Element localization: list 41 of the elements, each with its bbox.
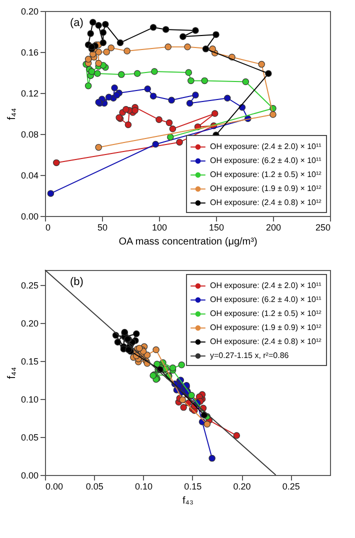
x-tick-label: 200 xyxy=(266,222,282,232)
y-tick-label: 0.25 xyxy=(20,280,38,291)
legend-label: OH exposure: (6.2 ± 4.0) × 10¹¹ xyxy=(210,295,322,304)
x-tick-label: 150 xyxy=(208,222,224,232)
y-tick-label: 0.20 xyxy=(20,318,38,329)
legend-label: OH exposure: (1.9 ± 0.9) × 10¹² xyxy=(210,184,322,193)
x-tick-label: 0.20 xyxy=(233,482,251,492)
legend-label: OH exposure: (2.4 ± 0.8) × 10¹² xyxy=(210,198,322,207)
y-tick-label: 0.15 xyxy=(20,356,38,367)
x-tick-label: 0.00 xyxy=(46,482,64,492)
annotation: (a) xyxy=(70,17,84,29)
y-tick-label: 0.00 xyxy=(20,470,38,480)
y-tick-label: 0.10 xyxy=(20,394,38,405)
legend-label: OH exposure: (2.4 ± 0.8) × 10¹² xyxy=(210,337,322,346)
y-axis-title: f₄₄ xyxy=(6,107,18,120)
y-tick-label: 0.20 xyxy=(20,6,38,16)
y-tick-label: 0.05 xyxy=(20,432,38,443)
y-tick-label: 0.16 xyxy=(20,48,38,58)
x-tick-label: 100 xyxy=(152,222,168,232)
y-tick-label: 0.04 xyxy=(20,170,38,180)
y-tick-label: 0.00 xyxy=(20,212,38,222)
x-tick-label: 250 xyxy=(315,222,330,232)
x-tick-label: 0.25 xyxy=(282,482,300,492)
x-tick-label: 0.10 xyxy=(135,482,153,492)
x-axis-title: f₄₃ xyxy=(182,496,194,506)
annotation: (b) xyxy=(70,276,84,288)
legend-label: OH exposure: (1.2 ± 0.5) × 10¹² xyxy=(210,170,322,179)
legend-label: OH exposure: (2.4 ± 2.0) × 10¹¹ xyxy=(210,281,322,290)
y-tick-label: 0.08 xyxy=(20,130,38,140)
x-axis-title: OA mass concentration (μg/m³) xyxy=(118,236,258,248)
legend-label: OH exposure: (2.4 ± 2.0) × 10¹¹ xyxy=(210,142,322,151)
y-axis-title: f₄₄ xyxy=(6,366,18,380)
legend-label: y=0.27-1.15 x, r²=0.86 xyxy=(210,351,290,360)
x-tick-label: 0.15 xyxy=(184,482,202,492)
x-tick-label: 50 xyxy=(97,222,108,232)
legend-label: OH exposure: (1.9 ± 0.9) × 10¹² xyxy=(210,323,322,332)
x-tick-label: 0.05 xyxy=(86,482,104,492)
y-tick-label: 0.12 xyxy=(20,88,38,98)
legend-label: OH exposure: (6.2 ± 4.0) × 10¹¹ xyxy=(210,156,322,165)
x-tick-label: 0 xyxy=(46,222,51,232)
legend-label: OH exposure: (1.2 ± 0.5) × 10¹² xyxy=(210,309,322,318)
